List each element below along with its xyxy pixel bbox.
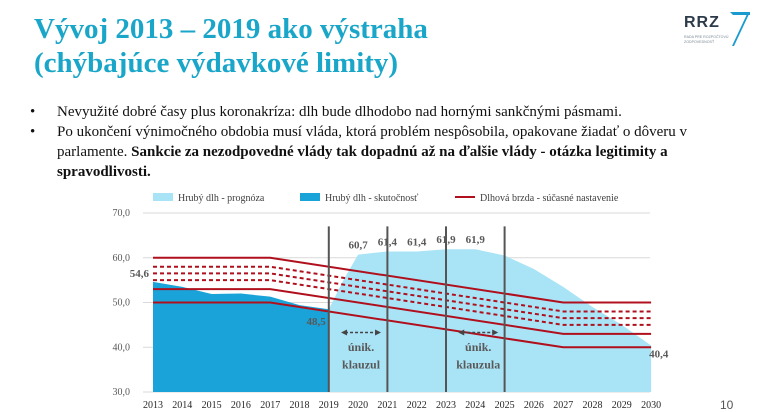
slide-title-line-1: Vývoj 2013 – 2019 ako výstraha	[34, 13, 428, 45]
x-tick-label: 2021	[377, 400, 397, 411]
x-tick-label: 2030	[641, 400, 661, 411]
x-tick-label: 2026	[524, 400, 544, 411]
y-tick-label: 30,0	[113, 387, 131, 398]
slide-title-line-2: (chýbajúce výdavkové limity)	[34, 47, 399, 79]
legend-label: Hrubý dlh - skutočnosť	[325, 193, 419, 204]
clause-label-line-1: únik.	[465, 340, 491, 354]
legend-swatch	[153, 193, 173, 201]
x-tick-label: 2019	[319, 400, 339, 411]
x-tick-label: 2024	[465, 400, 485, 411]
y-tick-label: 40,0	[113, 342, 131, 353]
debt-brake-line	[153, 272, 652, 320]
data-label: 61,9	[436, 234, 456, 246]
y-tick-label: 60,0	[113, 253, 131, 264]
legend-swatch	[300, 193, 320, 201]
data-label: 61,4	[378, 236, 398, 248]
clause-arrowhead-left	[341, 329, 348, 336]
debt-brake-line	[153, 279, 652, 326]
bullet-marker: •	[30, 124, 36, 140]
clause-label-line-2: klauzula	[456, 358, 500, 372]
forecast-area	[328, 249, 652, 392]
x-tick-label: 2025	[495, 400, 515, 411]
x-tick-label: 2013	[143, 400, 163, 411]
bullet-list: • Nevyužité dobré časy plus koronakríza:…	[30, 102, 750, 182]
y-tick-label: 70,0	[113, 208, 131, 219]
x-tick-label: 2027	[553, 400, 573, 411]
x-tick-label: 2028	[583, 400, 603, 411]
clause-arrowhead-right	[375, 329, 382, 336]
page-number: 10	[720, 398, 734, 412]
data-label: 54,6	[130, 268, 150, 280]
clause-arrowhead-left	[458, 329, 465, 336]
x-tick-label: 2018	[290, 400, 310, 411]
logo-mark-icon	[730, 12, 750, 46]
x-tick-label: 2017	[260, 400, 280, 411]
bullet-item: • Nevyužité dobré časy plus koronakríza:…	[30, 102, 750, 122]
bullet-bold-text: Sankcie za nezodpovedné vlády tak dopadn…	[57, 144, 668, 180]
clause-label-line-1: únik.	[348, 340, 374, 354]
x-tick-label: 2016	[231, 400, 251, 411]
x-tick-label: 2020	[348, 400, 368, 411]
x-tick-label: 2015	[202, 400, 222, 411]
data-label: 60,7	[348, 240, 368, 252]
x-tick-label: 2014	[172, 400, 192, 411]
x-tick-label: 2022	[407, 400, 427, 411]
logo-subtitle: RADA PRE ROZPOČTOVÚ ZODPOVEDNOSŤ	[684, 35, 729, 44]
debt-brake-line	[153, 265, 652, 313]
bullet-end: .	[147, 164, 151, 180]
clause-arrowhead-right	[492, 329, 499, 336]
clause-label-line-2: klauzul	[342, 358, 381, 372]
bullet-text: Nevyužité dobré časy plus koronakríza: d…	[57, 104, 622, 120]
y-tick-label: 50,0	[113, 298, 131, 309]
data-label: 40,4	[649, 348, 669, 360]
rrz-logo: RRZ RADA PRE ROZPOČTOVÚ ZODPOVEDNOSŤ	[684, 12, 750, 52]
x-tick-label: 2029	[612, 400, 632, 411]
debt-brake-line	[153, 301, 652, 349]
debt-brake-line	[153, 256, 652, 304]
data-label: 61,9	[466, 234, 486, 246]
legend-label: Hrubý dlh - prognóza	[178, 193, 265, 204]
actual-area	[153, 281, 329, 392]
data-label: 61,4	[407, 236, 427, 248]
legend-label: Dlhová brzda - súčasné nastavenie	[480, 193, 619, 204]
x-tick-label: 2023	[436, 400, 456, 411]
bullet-marker: •	[30, 104, 36, 120]
debt-brake-line	[153, 288, 652, 335]
bullet-text: Po ukončení výnimočného obdobia musí vlá…	[57, 124, 688, 160]
debt-chart: 30,0 40,0 50,0 60,0 70,0 2013 2014 2015 2016 2017…	[113, 193, 669, 411]
data-label: 48,5	[307, 316, 327, 328]
bullet-item: • Po ukončení výnimočného obdobia musí v…	[30, 122, 750, 182]
logo-text: RRZ	[684, 14, 720, 31]
slide-title: Vývoj 2013 – 2019 ako výstraha (chýbajúc…	[34, 12, 428, 80]
